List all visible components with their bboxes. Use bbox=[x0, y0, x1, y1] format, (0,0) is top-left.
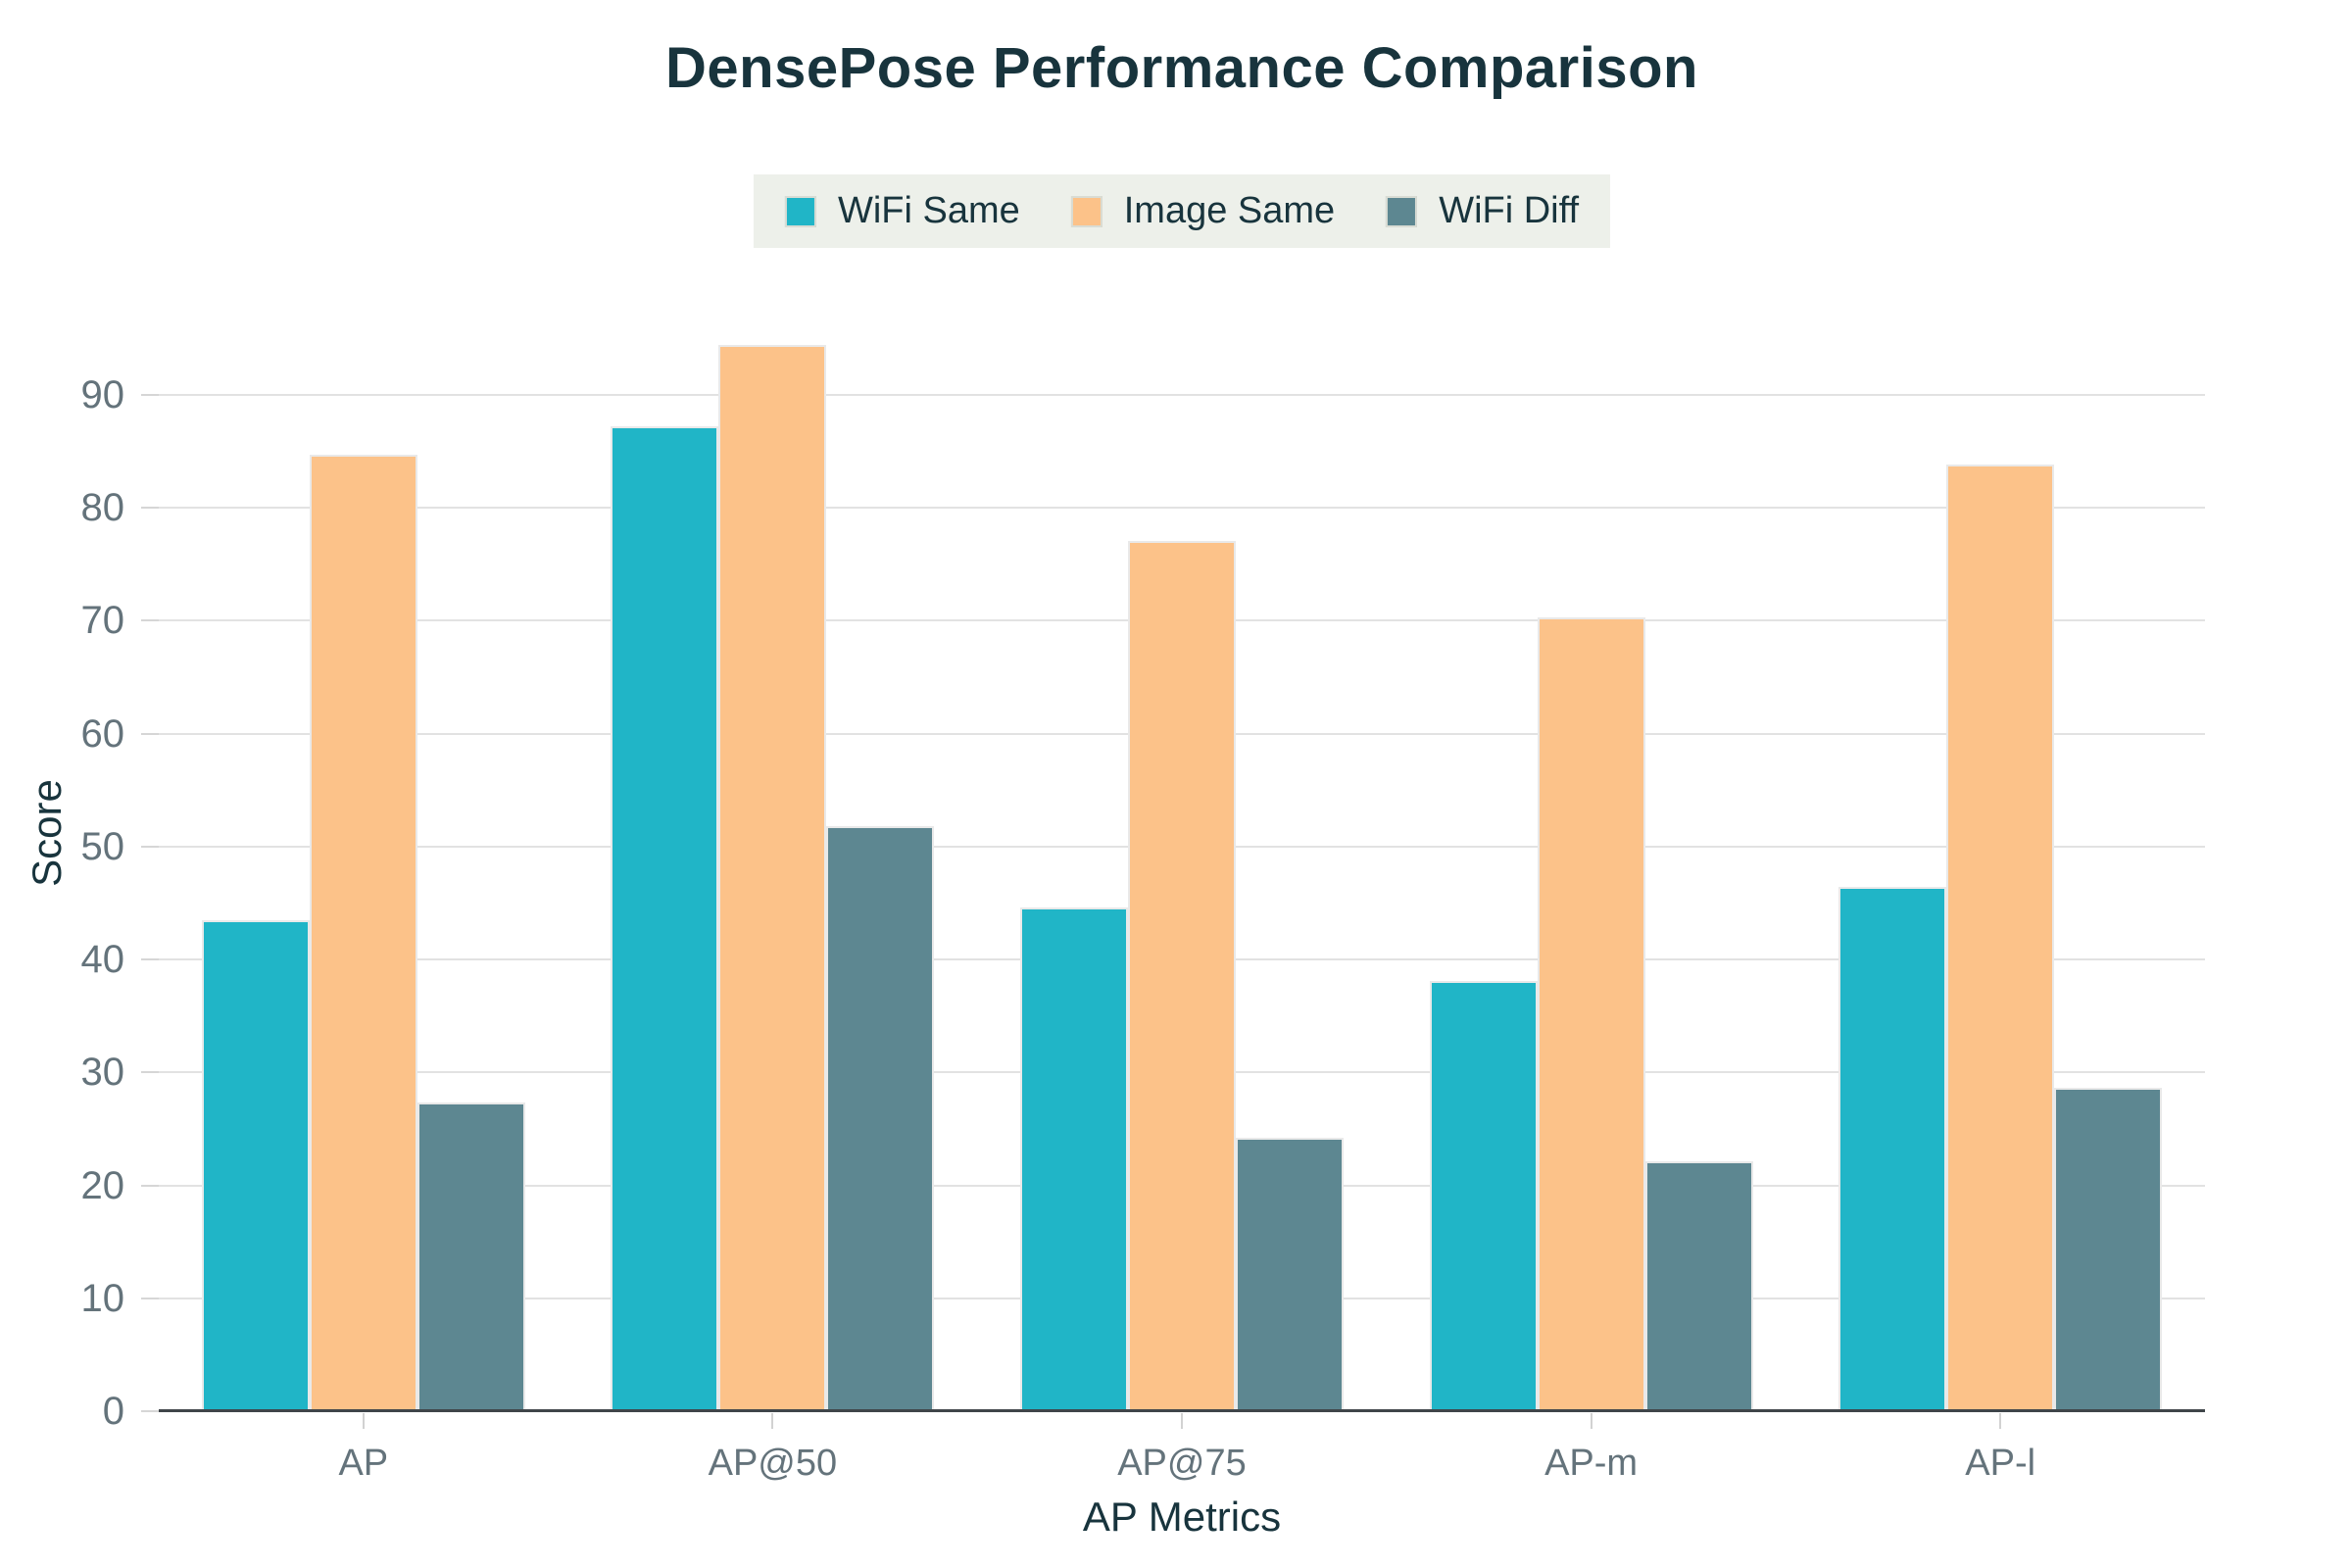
x-tick-label-AP@50: AP@50 bbox=[708, 1443, 838, 1484]
bar-image-same-AP-l[interactable] bbox=[1946, 465, 2055, 1411]
x-tick-mark-AP@50 bbox=[771, 1413, 774, 1429]
y-tick-label-50: 50 bbox=[80, 824, 125, 868]
bar-wifi-diff-AP-l[interactable] bbox=[2054, 1088, 2163, 1411]
bar-wifi-same-AP-m[interactable] bbox=[1429, 980, 1538, 1411]
x-tick-label-AP@75: AP@75 bbox=[1117, 1443, 1247, 1484]
bar-wifi-diff-AP@75[interactable] bbox=[1235, 1138, 1344, 1411]
y-tick-mark-30 bbox=[141, 1071, 159, 1074]
x-tick-label-AP: AP bbox=[338, 1443, 389, 1484]
bar-group-AP-m: AP-m bbox=[1387, 255, 1796, 1484]
x-tick-label-AP-l: AP-l bbox=[1965, 1443, 2036, 1484]
y-tick-mark-40 bbox=[141, 958, 159, 961]
bar-wifi-diff-AP-m[interactable] bbox=[1644, 1161, 1753, 1411]
y-tick-label-70: 70 bbox=[80, 599, 125, 643]
bar-image-same-AP@75[interactable] bbox=[1127, 540, 1236, 1411]
legend: WiFi Same Image Same WiFi Diff bbox=[753, 174, 1611, 248]
x-axis-title: AP Metrics bbox=[1082, 1494, 1282, 1540]
bar-wifi-same-AP[interactable] bbox=[201, 919, 310, 1411]
y-tick-mark-90 bbox=[141, 393, 159, 396]
bar-wifi-diff-AP[interactable] bbox=[416, 1102, 525, 1411]
legend-swatch-icon bbox=[784, 195, 816, 227]
legend-label: WiFi Same bbox=[837, 190, 1020, 231]
x-tick-mark-AP-l bbox=[1999, 1413, 2002, 1429]
legend-item-image-same[interactable]: Image Same bbox=[1070, 190, 1336, 232]
y-tick-mark-50 bbox=[141, 845, 159, 848]
legend-label: Image Same bbox=[1123, 190, 1336, 231]
bar-wifi-diff-AP@50[interactable] bbox=[826, 826, 935, 1411]
bar-wifi-same-AP@75[interactable] bbox=[1019, 907, 1128, 1411]
x-tick-mark-AP bbox=[362, 1413, 365, 1429]
bar-image-same-AP@50[interactable] bbox=[718, 345, 827, 1411]
y-tick-label-10: 10 bbox=[80, 1276, 125, 1320]
x-tick-mark-AP-m bbox=[1590, 1413, 1592, 1429]
gridline-y-90 bbox=[159, 393, 2205, 396]
bar-wifi-same-AP-l[interactable] bbox=[1838, 887, 1947, 1411]
legend-label: WiFi Diff bbox=[1439, 190, 1580, 231]
gridline-y-80 bbox=[159, 507, 2205, 510]
y-tick-mark-10 bbox=[141, 1297, 159, 1299]
y-tick-label-90: 90 bbox=[80, 372, 125, 416]
bar-group-AP: AP bbox=[159, 255, 568, 1484]
legend-item-wifi-same[interactable]: WiFi Same bbox=[784, 190, 1020, 232]
y-tick-label-0: 0 bbox=[102, 1390, 124, 1433]
bar-group-AP-l: AP-l bbox=[1795, 255, 2205, 1484]
bar-wifi-same-AP@50[interactable] bbox=[611, 426, 719, 1411]
y-tick-label-40: 40 bbox=[80, 938, 125, 982]
bar-group-AP@50: AP@50 bbox=[568, 255, 978, 1484]
y-tick-mark-80 bbox=[141, 507, 159, 510]
bar-image-same-AP-m[interactable] bbox=[1537, 616, 1645, 1411]
x-tick-label-AP-m: AP-m bbox=[1544, 1443, 1639, 1484]
y-tick-label-60: 60 bbox=[80, 711, 125, 756]
bar-image-same-AP[interactable] bbox=[309, 454, 417, 1411]
y-tick-label-30: 30 bbox=[80, 1051, 125, 1095]
legend-swatch-icon bbox=[1386, 195, 1418, 227]
bar-group-AP@75: AP@75 bbox=[977, 255, 1387, 1484]
y-tick-mark-0 bbox=[141, 1410, 159, 1412]
y-tick-mark-70 bbox=[141, 619, 159, 622]
legend-item-wifi-diff[interactable]: WiFi Diff bbox=[1386, 190, 1579, 232]
y-tick-label-80: 80 bbox=[80, 486, 125, 530]
y-tick-mark-20 bbox=[141, 1184, 159, 1187]
y-tick-mark-60 bbox=[141, 732, 159, 735]
plot-area: AP AP@50 AP@75 AP-m AP-l 0 10 20 30 40 50 60 70 80 90 bbox=[81, 255, 2205, 1484]
x-tick-mark-AP@75 bbox=[1180, 1413, 1183, 1429]
legend-swatch-icon bbox=[1070, 195, 1102, 227]
y-tick-label-20: 20 bbox=[80, 1163, 125, 1207]
chart-title: DensePose Performance Comparison bbox=[665, 36, 1698, 100]
bar-groups: AP AP@50 AP@75 AP-m AP-l bbox=[159, 255, 2205, 1484]
x-axis-line bbox=[159, 1409, 2205, 1412]
